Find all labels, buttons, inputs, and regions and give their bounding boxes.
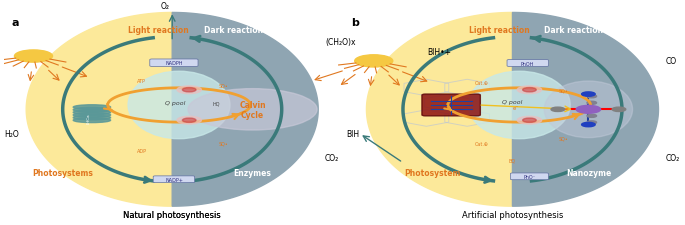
Text: Photosystems: Photosystems xyxy=(32,168,93,177)
Text: Q pool: Q pool xyxy=(502,100,523,105)
Polygon shape xyxy=(26,13,172,206)
FancyBboxPatch shape xyxy=(507,60,549,67)
Circle shape xyxy=(612,108,625,112)
Text: SQ•: SQ• xyxy=(219,83,228,88)
Circle shape xyxy=(177,86,201,94)
Text: PnO⁻: PnO⁻ xyxy=(523,174,536,179)
Text: ADP: ADP xyxy=(136,148,147,153)
Text: Light reaction: Light reaction xyxy=(469,26,530,35)
Text: Enzymes: Enzymes xyxy=(234,168,271,177)
Circle shape xyxy=(14,51,53,63)
Circle shape xyxy=(177,117,201,125)
Text: NADP+: NADP+ xyxy=(165,177,183,182)
Circle shape xyxy=(188,89,317,130)
Circle shape xyxy=(517,117,542,125)
Text: LHCa: LHCa xyxy=(86,113,90,124)
Text: ATP: ATP xyxy=(137,78,146,83)
Text: H₂O: H₂O xyxy=(5,129,19,138)
Text: SQ•: SQ• xyxy=(219,141,228,146)
Ellipse shape xyxy=(73,113,110,118)
Circle shape xyxy=(587,108,597,111)
Circle shape xyxy=(576,106,601,114)
Ellipse shape xyxy=(73,116,110,120)
Circle shape xyxy=(517,86,542,94)
Ellipse shape xyxy=(128,72,230,139)
Ellipse shape xyxy=(73,118,110,123)
Polygon shape xyxy=(172,13,319,206)
Text: BQ: BQ xyxy=(509,158,516,162)
Text: SQ•: SQ• xyxy=(558,136,569,141)
Circle shape xyxy=(523,88,536,92)
Circle shape xyxy=(182,88,196,92)
FancyBboxPatch shape xyxy=(422,95,480,116)
Ellipse shape xyxy=(73,110,110,115)
Circle shape xyxy=(182,119,196,123)
Text: (CH₂O)x: (CH₂O)x xyxy=(325,38,356,47)
Text: Calvin
Cycle: Calvin Cycle xyxy=(239,100,266,119)
Text: Natural photosynthesis: Natural photosynthesis xyxy=(123,210,221,219)
Text: BIH: BIH xyxy=(347,129,360,138)
FancyBboxPatch shape xyxy=(150,60,198,67)
Text: Cat.⊕: Cat.⊕ xyxy=(475,80,489,85)
Ellipse shape xyxy=(73,105,110,110)
Text: O₂: O₂ xyxy=(161,2,170,11)
Circle shape xyxy=(587,121,597,124)
Text: NADPH: NADPH xyxy=(166,61,183,66)
Text: CO₂: CO₂ xyxy=(325,154,339,162)
Text: HQ: HQ xyxy=(212,101,220,106)
Text: CO₂: CO₂ xyxy=(665,154,680,162)
Circle shape xyxy=(587,115,597,118)
Circle shape xyxy=(587,102,597,105)
Text: Photosystem: Photosystem xyxy=(404,168,460,177)
Ellipse shape xyxy=(545,82,632,138)
Circle shape xyxy=(582,123,595,127)
Circle shape xyxy=(582,92,595,97)
Text: Dark reaction: Dark reaction xyxy=(203,26,263,35)
FancyBboxPatch shape xyxy=(153,176,195,183)
Polygon shape xyxy=(366,13,512,206)
Text: a: a xyxy=(11,18,18,28)
Text: Dark reaction: Dark reaction xyxy=(544,26,603,35)
Circle shape xyxy=(523,119,536,123)
Ellipse shape xyxy=(73,108,110,113)
Text: Artificial photosynthesis: Artificial photosynthesis xyxy=(462,210,563,219)
Text: PnOH: PnOH xyxy=(521,61,534,66)
FancyBboxPatch shape xyxy=(510,173,549,180)
Text: CO: CO xyxy=(665,57,676,66)
Text: Cat.⊕: Cat.⊕ xyxy=(475,141,489,146)
Text: Q pool: Q pool xyxy=(165,101,186,106)
Ellipse shape xyxy=(469,72,570,139)
Text: Natural photosynthesis: Natural photosynthesis xyxy=(123,210,221,219)
Text: e⁻: e⁻ xyxy=(513,105,519,110)
Text: BIH•+: BIH•+ xyxy=(427,47,451,56)
Text: b: b xyxy=(351,18,359,28)
Text: SQ•: SQ• xyxy=(558,88,569,93)
Circle shape xyxy=(551,108,564,112)
Text: Nanozyme: Nanozyme xyxy=(566,168,611,177)
Circle shape xyxy=(355,56,393,68)
Text: Light reaction: Light reaction xyxy=(128,26,189,35)
Circle shape xyxy=(587,95,597,98)
Polygon shape xyxy=(512,13,658,206)
